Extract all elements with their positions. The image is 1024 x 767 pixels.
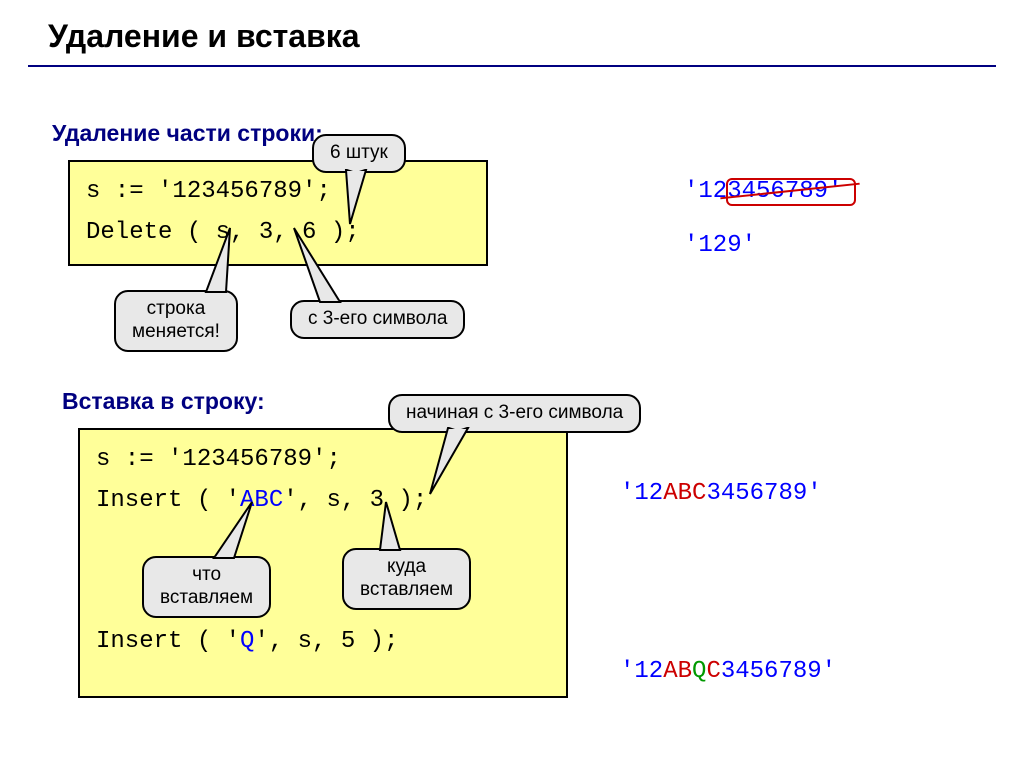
cross-box bbox=[726, 178, 856, 206]
code-box-delete: s := '123456789'; Delete ( s, 3, 6 ); bbox=[68, 160, 488, 266]
result-delete-after: '129' bbox=[684, 232, 756, 259]
pointer-from bbox=[290, 228, 350, 308]
callout-changes: строка меняется! bbox=[114, 290, 238, 352]
callout-count: 6 штук bbox=[312, 134, 406, 173]
pointer-starting bbox=[428, 428, 478, 498]
pointer-count bbox=[336, 170, 376, 230]
result-delete-before: '123456789' bbox=[684, 178, 842, 205]
code-line: Insert ( 'Q', s, 5 ); bbox=[96, 622, 550, 663]
code-line: Insert ( 'ABC', s, 3 ); bbox=[96, 481, 550, 522]
slide-title: Удаление и вставка bbox=[0, 0, 1024, 65]
pointer-changes bbox=[200, 228, 240, 298]
section2-label: Вставка в строку: bbox=[62, 388, 265, 415]
callout-starting: начиная с 3-его символа bbox=[388, 394, 641, 433]
section1-label: Удаление части строки: bbox=[52, 120, 323, 147]
title-rule bbox=[28, 65, 996, 67]
code-line: s := '123456789'; bbox=[86, 172, 470, 213]
code-line: Delete ( s, 3, 6 ); bbox=[86, 213, 470, 254]
code-line: s := '123456789'; bbox=[96, 440, 550, 481]
callout-what: что вставляем bbox=[142, 556, 271, 618]
callout-where: куда вставляем bbox=[342, 548, 471, 610]
pointer-what bbox=[210, 502, 260, 562]
result-insert-2: '12ABQC3456789' bbox=[620, 658, 836, 685]
pointer-where bbox=[368, 502, 408, 554]
result-insert-1: '12ABC3456789' bbox=[620, 480, 822, 507]
